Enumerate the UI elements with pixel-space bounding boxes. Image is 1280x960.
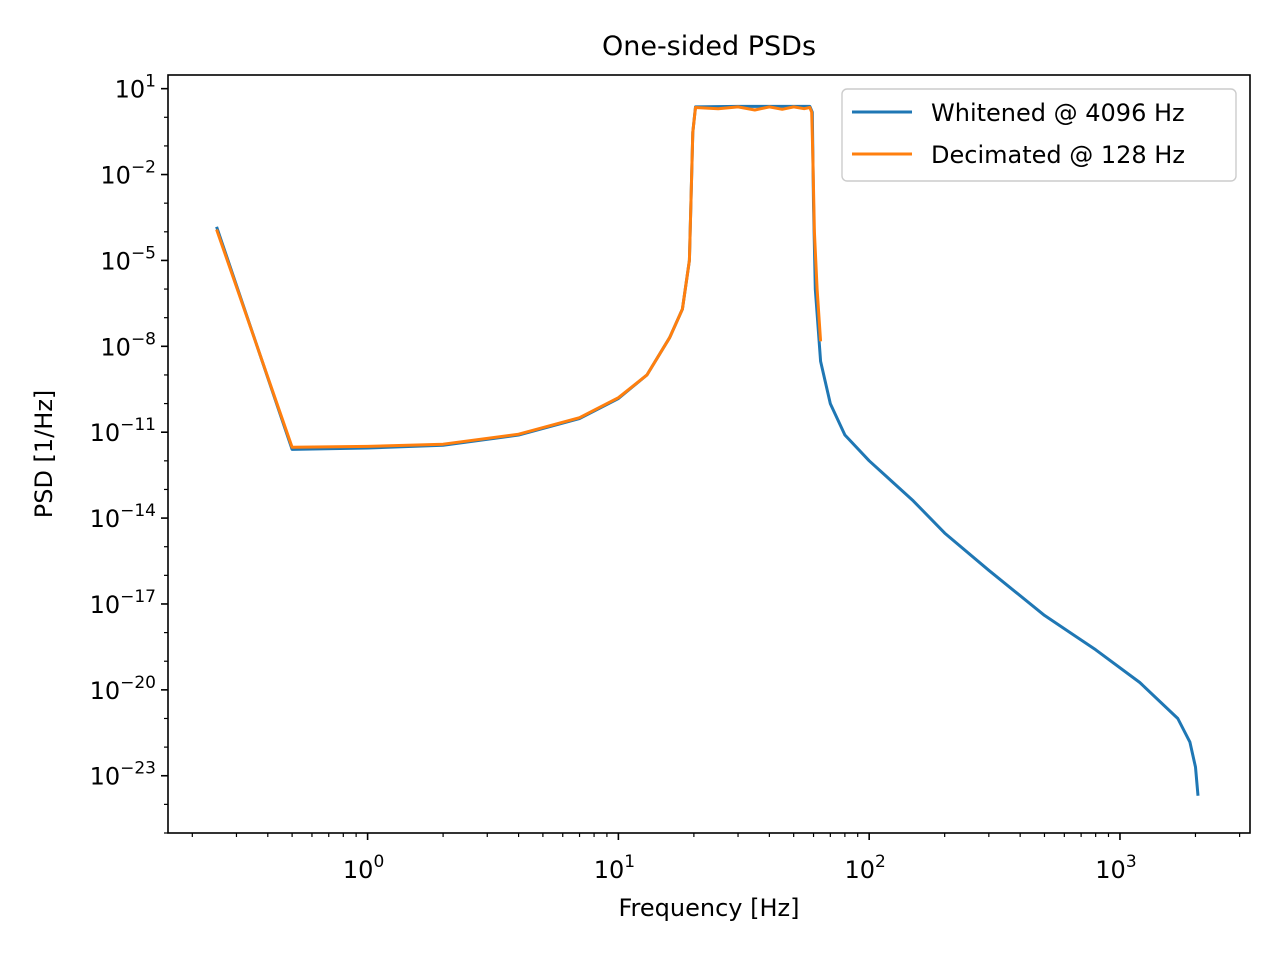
y-tick-label: 10−14 [90,501,156,533]
x-tick-label: 102 [844,852,885,884]
x-tick-label-exponent: 2 [875,852,886,872]
y-tick-label-exponent: −23 [120,759,156,779]
y-tick-label-base: 10 [90,419,121,447]
x-tick-label: 101 [594,852,635,884]
x-tick-label: 103 [1095,852,1136,884]
x-tick-label-exponent: 0 [373,852,384,872]
y-tick-label-base: 10 [115,76,146,104]
series-layer [215,104,1200,796]
y-tick-label: 10−20 [90,673,156,705]
x-tick-label-base: 10 [594,856,625,884]
legend: Whitened @ 4096 Hz Decimated @ 128 Hz [841,88,1237,182]
x-tick-label-exponent: 1 [624,852,635,872]
y-tick-label-base: 10 [100,333,131,361]
y-tick-label: 10−17 [90,587,156,619]
y-tick-label-exponent: 1 [145,72,156,92]
y-tick-label: 10−8 [100,329,156,361]
series-line-0 [215,104,1200,796]
chart-title: One-sided PSDs [602,31,816,62]
legend-label-whitened: Whitened @ 4096 Hz [931,99,1185,127]
series-line-1 [215,105,823,449]
y-tick-label: 10−11 [90,415,156,447]
x-tick-label: 100 [343,852,384,884]
y-tick-label-exponent: −14 [120,501,156,521]
y-tick-label-base: 10 [90,505,121,533]
x-tick-label-base: 10 [343,856,374,884]
y-tick-label-base: 10 [100,247,131,275]
x-axis-ticks: 100 101 102 103 [191,833,1241,884]
legend-box [841,88,1237,182]
y-tick-label-base: 10 [100,162,131,190]
y-axis-label: PSD [1/Hz] [30,390,58,519]
y-tick-label-base: 10 [90,591,121,619]
y-tick-label: 101 [115,72,156,104]
y-tick-label-base: 10 [90,763,121,791]
y-tick-label-exponent: −17 [120,587,156,607]
y-tick-label: 10−5 [100,243,156,275]
y-tick-label-exponent: −11 [120,415,156,435]
y-tick-label-base: 10 [90,677,121,705]
y-tick-label-exponent: −20 [120,673,156,693]
x-tick-label-base: 10 [844,856,875,884]
y-tick-label-exponent: −2 [131,158,156,178]
x-axis-label: Frequency [Hz] [619,894,800,922]
plot-frame [167,74,1251,834]
y-tick-label: 10−2 [100,158,156,190]
y-tick-label-exponent: −8 [131,329,156,349]
y-tick-label-exponent: −5 [131,243,156,263]
legend-label-decimated: Decimated @ 128 Hz [931,141,1185,169]
x-tick-label-exponent: 3 [1126,852,1137,872]
y-tick-label: 10−23 [90,759,156,791]
x-tick-label-base: 10 [1095,856,1126,884]
